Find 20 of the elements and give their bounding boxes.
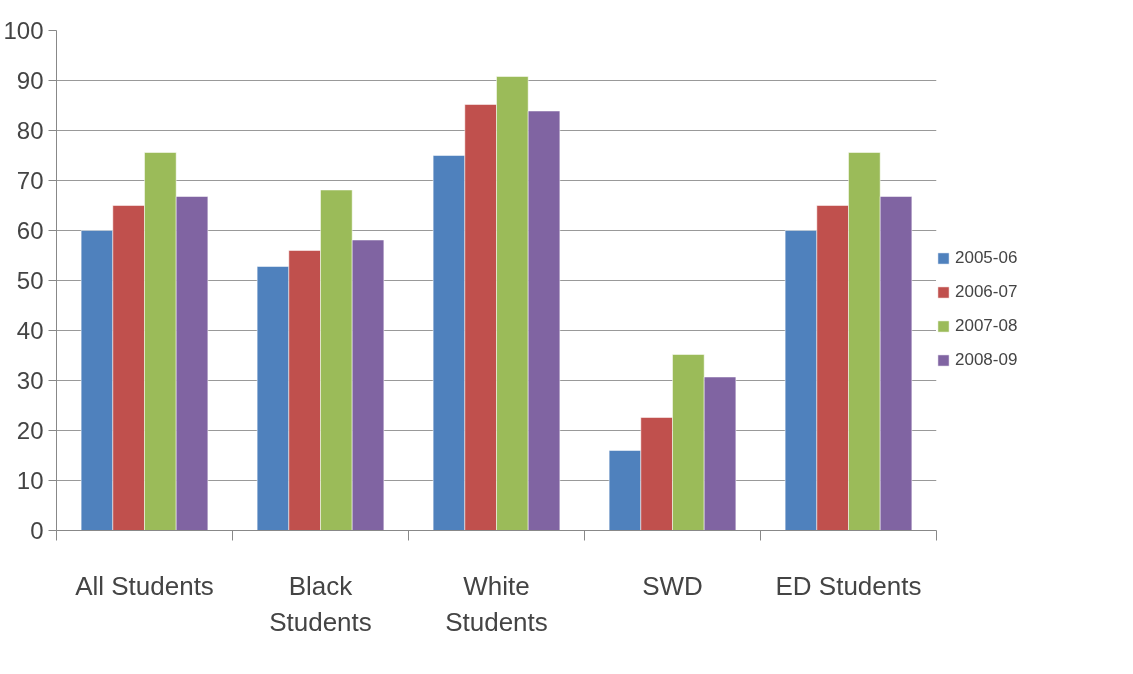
y-tick-label: 40 [16, 317, 44, 344]
y-tick-label: 0 [30, 517, 44, 544]
legend-label: 2008-09 [955, 350, 1018, 370]
y-tick-label: 90 [16, 67, 44, 94]
y-tick-label: 70 [16, 167, 44, 194]
y-tick-label: 20 [16, 417, 44, 444]
x-tick-label: SWD [642, 570, 703, 601]
y-tick-label: 60 [16, 217, 44, 244]
x-tick-label: Black Students [269, 570, 372, 637]
y-tick-label: 30 [16, 367, 44, 394]
y-tick-label: 80 [16, 117, 44, 144]
legend-label: 2006-07 [955, 282, 1018, 302]
x-tick-label: White Students [445, 570, 548, 637]
y-tick-label: 50 [16, 267, 44, 294]
x-tick-label: All Students [75, 570, 214, 601]
legend-label: 2005-06 [955, 248, 1018, 268]
y-tick-label: 10 [16, 467, 44, 494]
y-tick-label: 100 [3, 17, 44, 44]
legend-label: 2007-08 [955, 316, 1018, 336]
x-tick-label: ED Students [775, 570, 922, 601]
